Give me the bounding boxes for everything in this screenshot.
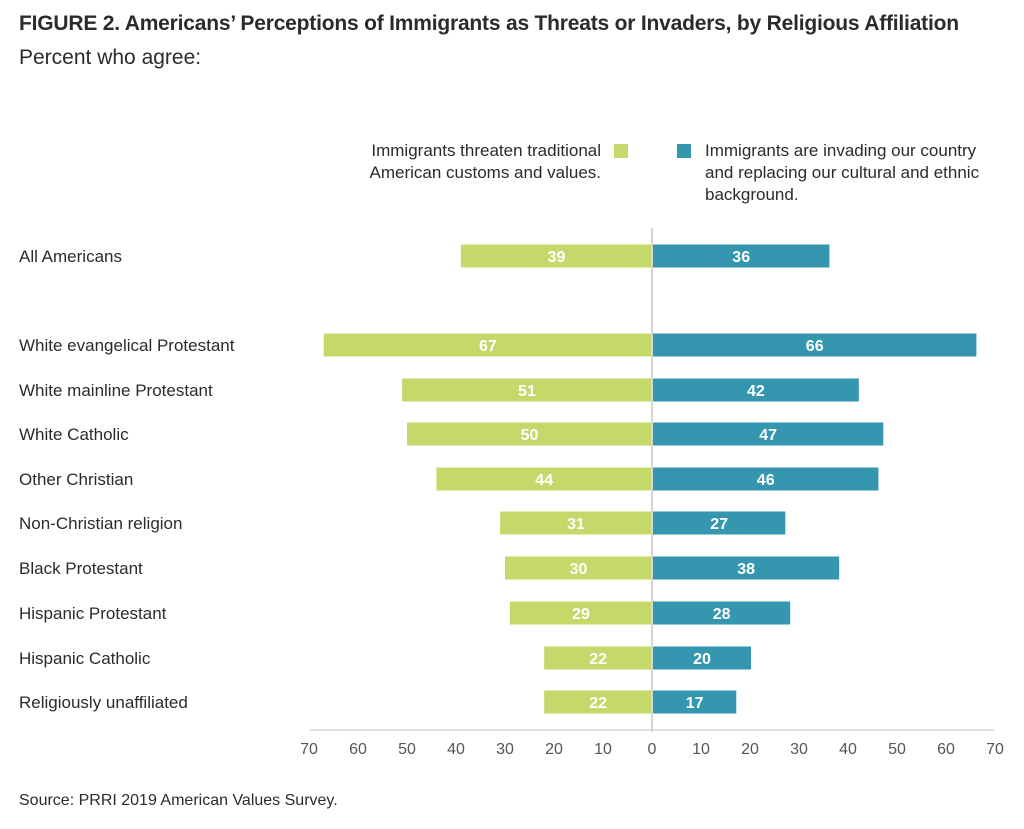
bar-invading <box>653 467 879 491</box>
x-tick-label: 60 <box>937 741 955 758</box>
bar-value-threaten: 50 <box>521 427 539 444</box>
bar-invading <box>653 556 840 580</box>
category-label: All Americans <box>19 247 122 266</box>
bar-value-threaten: 39 <box>548 249 566 266</box>
source-note: Source: PRRI 2019 American Values Survey… <box>19 792 338 809</box>
bar-value-invading: 46 <box>757 472 775 489</box>
bar-value-invading: 38 <box>737 561 755 578</box>
legend-swatch-invading <box>677 144 691 158</box>
category-label: White mainline Protestant <box>19 381 213 400</box>
bar-value-invading: 66 <box>806 338 824 355</box>
legend-swatch-threaten <box>614 144 628 158</box>
bar-threaten <box>505 556 652 580</box>
bar-invading <box>653 333 977 357</box>
bar-invading <box>653 378 859 402</box>
x-tick-label: 70 <box>986 741 1004 758</box>
bar-threaten <box>500 511 652 535</box>
bar-value-threaten: 22 <box>589 651 607 668</box>
category-label: Black Protestant <box>19 559 143 578</box>
bar-threaten <box>323 333 652 357</box>
bar-value-threaten: 51 <box>518 383 536 400</box>
bar-invading <box>653 646 751 670</box>
bar-threaten <box>460 244 652 268</box>
bar-value-invading: 27 <box>710 516 728 533</box>
x-tick-label: 20 <box>545 741 563 758</box>
bar-value-threaten: 29 <box>572 606 590 623</box>
chart-subtitle: Percent who agree: <box>19 46 202 69</box>
x-tick-label: 30 <box>496 741 514 758</box>
x-tick-label: 40 <box>447 741 465 758</box>
x-tick-label: 40 <box>839 741 857 758</box>
bar-invading <box>653 601 791 625</box>
category-label: Other Christian <box>19 470 133 489</box>
bar-value-invading: 17 <box>686 695 704 712</box>
x-tick-label: 0 <box>648 741 657 758</box>
bar-invading <box>653 244 830 268</box>
bar-threaten <box>544 690 652 714</box>
category-label: Religiously unaffiliated <box>19 693 188 712</box>
bar-invading <box>653 690 737 714</box>
x-tick-label: 50 <box>398 741 416 758</box>
x-tick-label: 60 <box>349 741 367 758</box>
category-label: Non-Christian religion <box>19 514 182 533</box>
bar-value-threaten: 31 <box>567 516 585 533</box>
category-label: White evangelical Protestant <box>19 336 235 355</box>
bar-threaten <box>509 601 652 625</box>
category-label: White Catholic <box>19 425 129 444</box>
legend-label-invading: Immigrants are invading our country and … <box>705 141 980 204</box>
category-label: Hispanic Protestant <box>19 604 167 623</box>
bar-value-invading: 28 <box>713 606 731 623</box>
bar-value-threaten: 67 <box>479 338 497 355</box>
x-tick-label: 70 <box>300 741 318 758</box>
bar-value-invading: 20 <box>693 651 711 668</box>
category-label: Hispanic Catholic <box>19 649 151 668</box>
bar-value-invading: 36 <box>732 249 750 266</box>
bar-value-invading: 42 <box>747 383 765 400</box>
x-tick-label: 50 <box>888 741 906 758</box>
bar-value-threaten: 44 <box>535 472 553 489</box>
x-tick-label: 10 <box>692 741 710 758</box>
x-tick-label: 20 <box>741 741 759 758</box>
bar-value-invading: 47 <box>759 427 777 444</box>
bar-threaten <box>544 646 652 670</box>
bar-invading <box>653 422 884 446</box>
x-tick-label: 30 <box>790 741 808 758</box>
chart-title: FIGURE 2. Americans’ Perceptions of Immi… <box>19 12 959 35</box>
bar-threaten <box>436 467 652 491</box>
bar-threaten <box>402 378 652 402</box>
bar-value-threaten: 30 <box>570 561 588 578</box>
legend-label-threaten: Immigrants threaten traditional American… <box>369 141 602 182</box>
x-tick-label: 10 <box>594 741 612 758</box>
bar-value-threaten: 22 <box>589 695 607 712</box>
bar-invading <box>653 511 786 535</box>
bar-threaten <box>407 422 652 446</box>
